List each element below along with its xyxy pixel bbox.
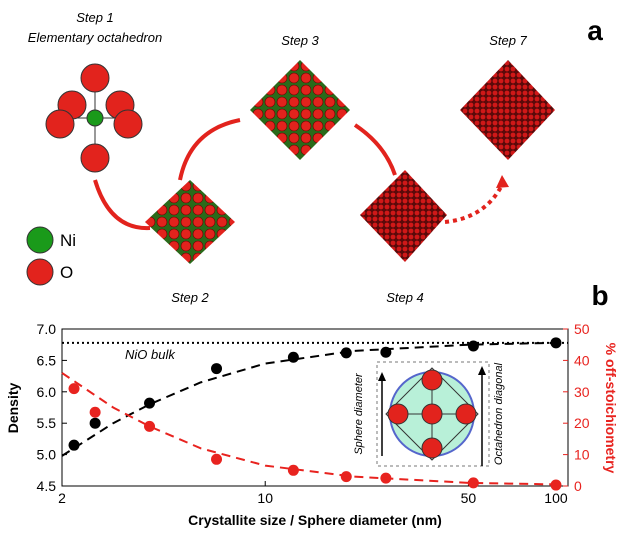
point (467, 477, 479, 489)
octahedron (45, 63, 143, 173)
x-axis-label: Crystallite size / Sphere diameter (nm) (188, 512, 442, 528)
fit-line (61, 341, 556, 457)
y-axis-label: Density (5, 383, 21, 434)
point (68, 439, 80, 451)
x-tick-label: 10 (257, 490, 273, 506)
y-tick-label: 5.0 (37, 447, 57, 463)
y2-tick-label: 50 (574, 321, 590, 337)
inset-label: Sphere diameter (353, 372, 365, 455)
y2-tick-label: 30 (574, 384, 590, 400)
y-tick-label: 6.0 (37, 384, 57, 400)
crystal (250, 60, 350, 160)
legend-label: O (60, 263, 73, 282)
y-tick-label: 7.0 (37, 321, 57, 337)
crystal (360, 170, 447, 262)
point (211, 363, 223, 375)
y2-tick-label: 40 (574, 352, 590, 368)
step-label: Step 3 (281, 33, 319, 48)
point (287, 464, 299, 476)
crystal (145, 180, 235, 264)
y-tick-label: 5.5 (37, 415, 57, 431)
point (550, 479, 562, 491)
x-tick-label: 100 (544, 490, 568, 506)
step-label: Step 4 (386, 290, 424, 305)
fit-line (61, 372, 556, 486)
panel-label: b (591, 280, 608, 311)
plot-frame (61, 328, 569, 487)
x-tick-label: 50 (461, 490, 477, 506)
point (211, 453, 223, 465)
inset-label: Octahedron diagonal (493, 362, 505, 465)
point (68, 383, 80, 395)
point (144, 420, 156, 432)
arrow-head (496, 175, 509, 188)
point (287, 351, 299, 363)
point (467, 340, 479, 352)
y2-tick-label: 0 (574, 478, 582, 494)
step-label: Step 2 (171, 290, 209, 305)
inset: Sphere diameter Octahedron diagonal (353, 361, 505, 467)
crystal (460, 60, 555, 160)
y-tick-label: 6.5 (37, 352, 57, 368)
legend-swatch (26, 258, 54, 286)
y2-tick-label: 10 (574, 447, 590, 463)
y-tick-label: 4.5 (37, 478, 57, 494)
panel-label: a (587, 15, 603, 46)
point (89, 406, 101, 418)
legend-label: Ni (60, 231, 76, 250)
point (89, 417, 101, 429)
x-tick-label: 2 (58, 490, 66, 506)
step-label: Step 1 (76, 10, 114, 25)
reference-label: NiO bulk (125, 347, 176, 362)
arrow-path (93, 118, 504, 231)
step-label: Step 7 (489, 33, 527, 48)
y2-tick-label: 20 (574, 415, 590, 431)
step-caption: Elementary octahedron (28, 30, 162, 45)
y2-axis-label: % off-stoichiometry (603, 343, 619, 474)
legend-swatch (26, 226, 54, 254)
